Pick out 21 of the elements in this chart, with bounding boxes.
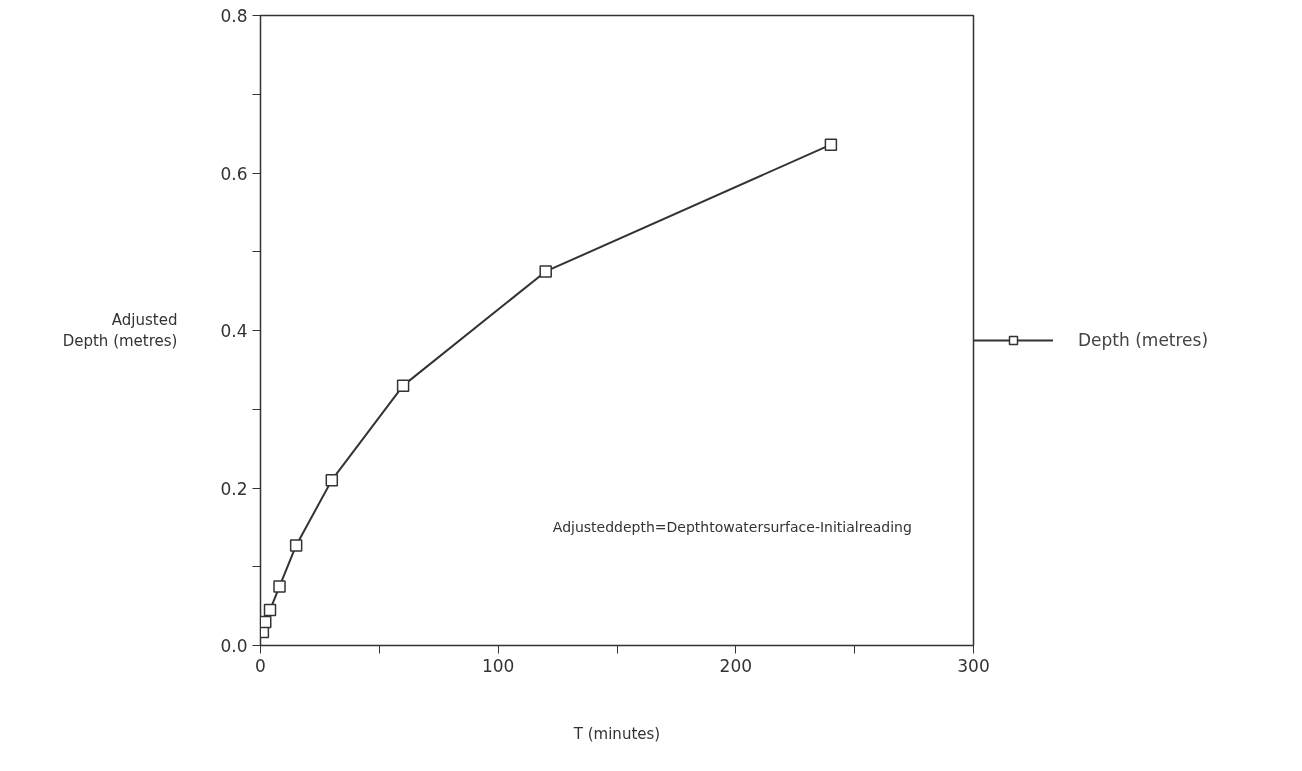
y-tick-label: 0.6	[220, 163, 248, 184]
y-axis-title: Adjusted Depth (metres)	[62, 310, 178, 351]
point	[325, 473, 339, 487]
x-tick-label: 100	[481, 655, 515, 676]
text: 0.0	[220, 636, 248, 656]
x-tick-label: 200	[719, 655, 753, 676]
x-axis-title: T (minutes)	[572, 724, 661, 743]
legend-label: Depth (metres)	[1078, 330, 1209, 350]
y-tick-label: 0.2	[220, 478, 248, 499]
point	[260, 615, 272, 629]
point	[539, 265, 552, 278]
y-tick-label: 0.8	[220, 6, 248, 26]
point	[289, 539, 303, 552]
point	[273, 580, 286, 593]
x-tick-label: 0	[255, 655, 266, 676]
point	[263, 603, 277, 617]
y-tick-label: 0.4	[220, 321, 248, 341]
x-tick-label: 300	[957, 655, 990, 676]
point	[824, 138, 838, 151]
annotation: Adjusteddepth=Depthtowatersurface-Initialreading	[552, 519, 912, 536]
point	[396, 379, 410, 392]
